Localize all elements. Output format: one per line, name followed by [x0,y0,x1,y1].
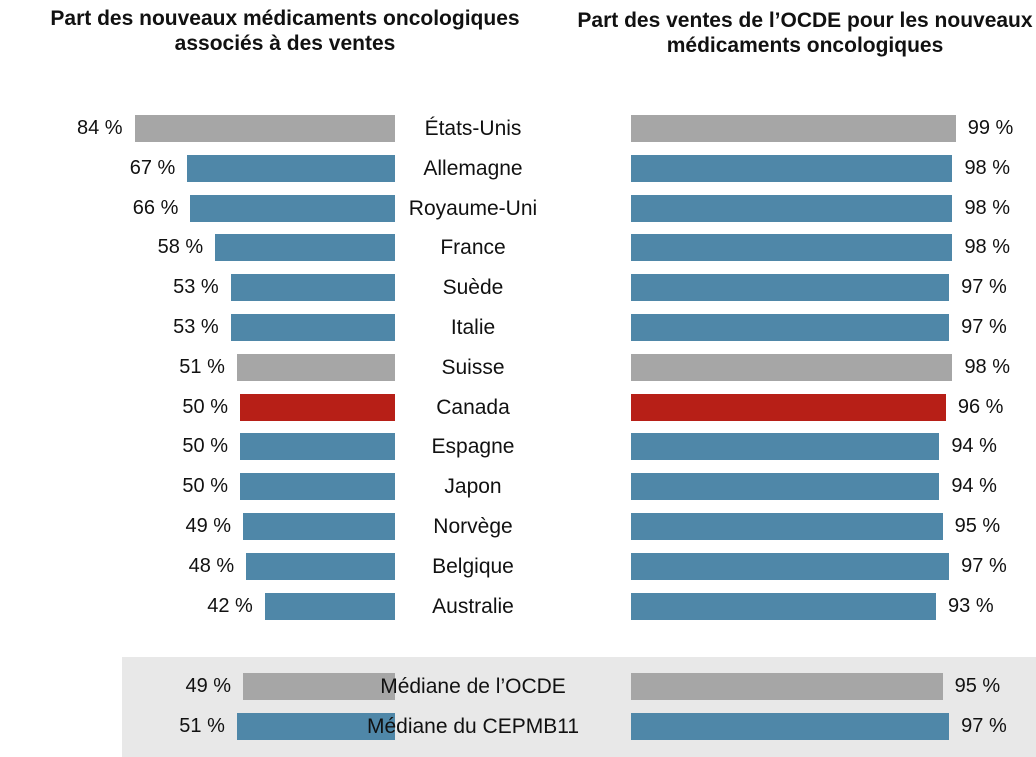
right-value-label-norvege: 95 % [954,515,1001,537]
left-bar-royaume-uni [190,195,395,222]
right-value-label-mediane-du-cepmb11: 97 % [961,715,1007,737]
right-value-label-mediane-de-l-ocde: 95 % [954,675,1001,697]
category-label-canada: Canada [436,396,510,419]
left-value-label-norvege: 49 % [185,515,232,537]
right-value-label-australie: 93 % [948,595,994,617]
category-label-mediane-du-cepmb11: Médiane du CEPMB11 [366,715,580,738]
left-value-label-belgique: 48 % [188,555,235,577]
right-value-label-allemagne: 98 % [964,157,1011,179]
category-label-belgique: Belgique [432,555,514,578]
right-value-label-canada: 96 % [957,396,1004,418]
left-bar-australie [264,593,395,620]
right-bar-italie [631,314,950,341]
left-bar-canada [240,394,395,421]
right-bar-canada [631,394,946,421]
left-bar-japon [240,473,395,500]
right-bar-norvege [631,513,943,540]
right-bar-espagne [631,433,940,460]
right-bar-etats-unis [631,115,956,142]
right-bar-japon [631,473,940,500]
category-label-etats-unis: États-Unis [424,117,522,140]
right-value-label-belgique: 97 % [961,555,1007,577]
right-bar-royaume-uni [631,195,953,222]
median-band [122,657,1036,757]
right-value-label-france: 98 % [964,236,1011,258]
left-bar-mediane-de-l-ocde [243,673,395,700]
left-value-label-canada: 50 % [182,396,228,418]
left-value-label-etats-unis: 84 % [77,117,123,139]
right-value-label-italie: 97 % [961,316,1007,338]
right-bar-france [631,234,953,261]
left-value-label-italie: 53 % [173,316,219,338]
category-label-japon: Japon [444,475,502,498]
left-value-label-mediane-du-cepmb11: 51 % [179,715,225,737]
category-label-suisse: Suisse [441,356,505,379]
left-value-label-australie: 42 % [207,595,253,617]
right-value-label-etats-unis: 99 % [967,117,1014,139]
left-bar-allemagne [187,155,395,182]
left-value-label-suisse: 51 % [179,356,225,378]
left-bar-belgique [246,553,395,580]
left-panel-title: Part des nouveaux médicaments oncologiqu… [50,7,520,55]
left-value-label-allemagne: 67 % [129,157,176,179]
right-value-label-japon: 94 % [951,475,997,497]
right-bar-belgique [631,553,950,580]
left-bar-mediane-du-cepmb11 [236,713,395,740]
left-value-label-mediane-de-l-ocde: 49 % [185,675,232,697]
left-value-label-royaume-uni: 66 % [132,197,179,219]
right-bar-suede [631,274,950,301]
right-value-label-royaume-uni: 98 % [964,197,1011,219]
left-bar-norvege [243,513,395,540]
left-bar-espagne [240,433,395,460]
right-bar-suisse [631,354,953,381]
right-bar-mediane-du-cepmb11 [631,713,950,740]
category-label-norvege: Norvège [433,515,513,538]
left-value-label-suede: 53 % [173,276,219,298]
category-label-espagne: Espagne [431,435,515,458]
left-bar-suisse [236,354,395,381]
left-bar-etats-unis [134,115,395,142]
right-value-label-espagne: 94 % [951,435,997,457]
right-value-label-suisse: 98 % [964,356,1011,378]
category-label-france: France [440,236,506,259]
left-bar-suede [230,274,395,301]
right-value-label-suede: 97 % [961,276,1007,298]
right-bar-allemagne [631,155,953,182]
category-label-royaume-uni: Royaume-Uni [408,197,538,220]
left-value-label-japon: 50 % [182,475,228,497]
left-bar-france [215,234,395,261]
category-label-italie: Italie [450,316,496,339]
right-panel-title: Part des ventes de l’OCDE pour les nouve… [577,9,1033,57]
category-label-suede: Suède [442,276,504,299]
category-label-allemagne: Allemagne [423,157,523,180]
left-bar-italie [230,314,395,341]
right-bar-australie [631,593,937,620]
left-value-label-france: 58 % [157,236,204,258]
category-label-australie: Australie [432,595,514,618]
right-bar-mediane-de-l-ocde [631,673,943,700]
left-value-label-espagne: 50 % [182,435,228,457]
category-label-mediane-de-l-ocde: Médiane de l’OCDE [380,675,566,698]
